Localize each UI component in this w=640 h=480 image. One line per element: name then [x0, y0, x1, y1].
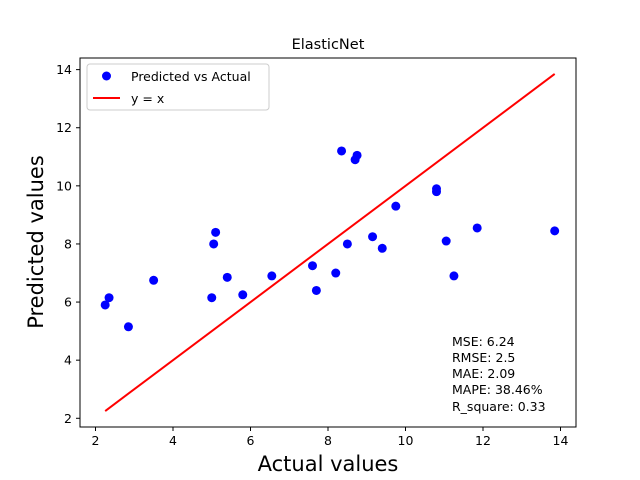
y-tick-label: 4: [64, 353, 72, 368]
data-point: [267, 271, 277, 281]
data-point: [337, 146, 347, 156]
data-point: [377, 243, 387, 253]
y-tick-label: 2: [64, 411, 72, 426]
stat-mse: MSE: 6.24: [452, 334, 515, 349]
stat-r-square: R_square: 0.33: [452, 399, 546, 414]
x-axis-label: Actual values: [258, 452, 399, 476]
y-tick-label: 12: [56, 120, 72, 135]
stat-mae: MAE: 2.09: [452, 366, 515, 381]
stat-mape: MAPE: 38.46%: [452, 382, 543, 397]
x-tick-label: 10: [398, 433, 414, 448]
x-tick-label: 14: [553, 433, 569, 448]
chart-title: ElasticNet: [292, 37, 365, 53]
legend-marker-scatter: [102, 71, 111, 81]
data-point: [207, 293, 217, 303]
x-axis-ticks: 2 4 6 8 10 12 14: [92, 427, 569, 448]
y-tick-label: 14: [56, 62, 72, 77]
legend-label-scatter: Predicted vs Actual: [131, 69, 251, 84]
data-point: [100, 300, 110, 310]
y-axis-ticks: 2 4 6 8 10 12 14: [56, 62, 80, 426]
data-point: [391, 201, 401, 211]
data-point: [342, 239, 352, 249]
y-tick-label: 10: [56, 178, 72, 193]
data-point: [222, 272, 232, 282]
data-point: [441, 236, 451, 246]
data-point: [472, 223, 482, 233]
data-point: [238, 290, 248, 300]
y-axis-label: Predicted values: [24, 155, 48, 329]
data-point: [368, 232, 378, 242]
y-tick-label: 6: [64, 295, 72, 310]
legend-label-line: y = x: [131, 91, 164, 106]
plot-area: 2 4 6 8 10 12 14 2 4 6 8 10 12 14: [56, 57, 577, 448]
series-layer: [100, 73, 560, 412]
stat-rmse: RMSE: 2.5: [452, 350, 515, 365]
data-point: [352, 150, 362, 160]
identity-line: [104, 73, 556, 412]
data-point: [550, 226, 560, 236]
legend-box: [86, 63, 270, 111]
data-point: [449, 271, 459, 281]
data-point: [311, 285, 321, 295]
data-point: [308, 261, 317, 271]
x-tick-label: 6: [247, 433, 255, 448]
x-tick-label: 12: [475, 433, 491, 448]
data-point: [149, 275, 159, 285]
data-point: [331, 268, 341, 278]
data-point: [211, 227, 221, 237]
y-tick-label: 8: [64, 236, 72, 251]
data-point: [209, 239, 219, 249]
legend: Predicted vs Actual y = x: [86, 63, 270, 111]
x-tick-label: 8: [324, 433, 332, 448]
data-point: [123, 322, 133, 332]
data-point: [432, 187, 441, 197]
x-tick-label: 2: [92, 433, 100, 448]
stats-annotation: MSE: 6.24 RMSE: 2.5 MAE: 2.09 MAPE: 38.4…: [452, 334, 546, 414]
data-point: [104, 293, 114, 303]
x-tick-label: 4: [169, 433, 177, 448]
